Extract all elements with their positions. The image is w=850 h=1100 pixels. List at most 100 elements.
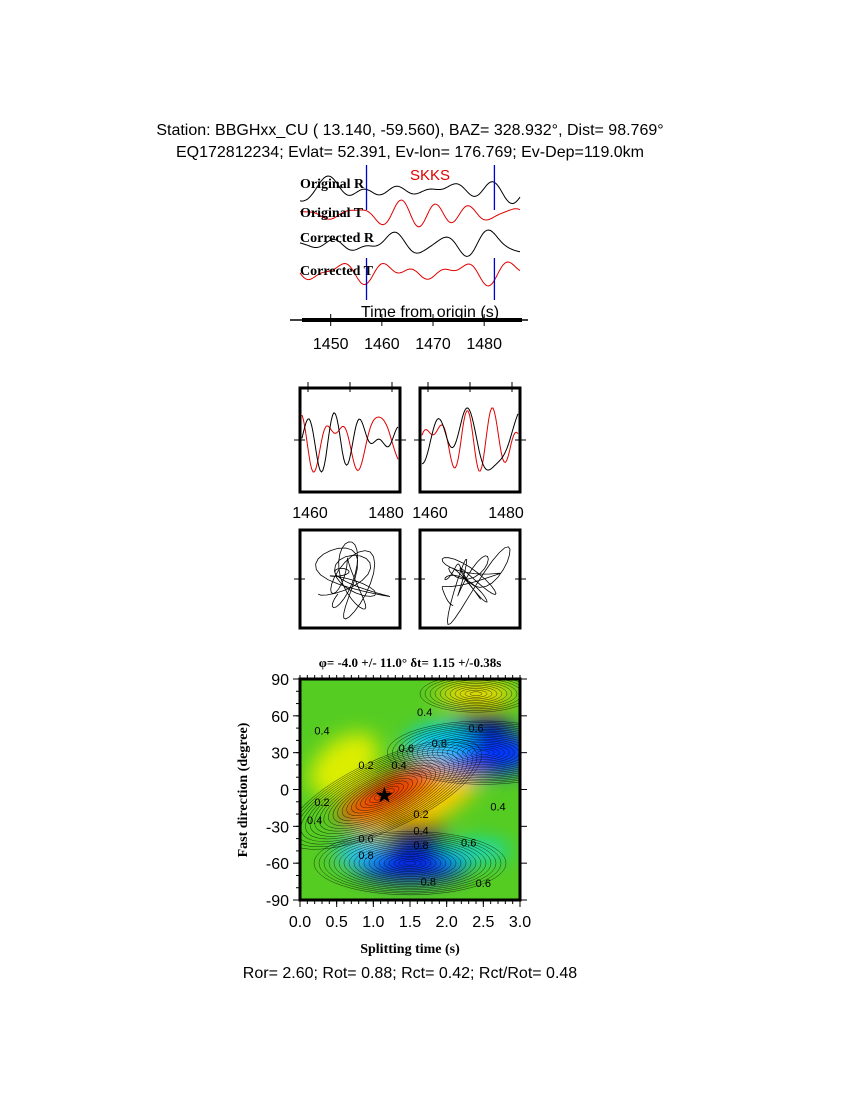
trace-r xyxy=(301,412,399,473)
contour-line xyxy=(328,836,492,891)
contour-line xyxy=(313,831,507,896)
header-event: EQ172812234; Evlat= 52.391, Ev-lon= 176.… xyxy=(176,144,644,161)
contour-line xyxy=(300,741,478,847)
misfit-map xyxy=(300,679,520,900)
contour-line xyxy=(424,679,520,711)
contour-line xyxy=(454,686,498,701)
contour-line xyxy=(419,679,520,713)
best-fit-star-icon: ★ xyxy=(374,782,394,807)
contour-line xyxy=(469,691,483,696)
contour-label: 0.6 xyxy=(476,878,491,890)
trace-original-t xyxy=(299,199,521,228)
map-xlabel: Splitting time (s) xyxy=(360,942,460,957)
contour-line xyxy=(341,770,427,819)
map-ylabel: Fast direction (degree) xyxy=(236,722,251,857)
trace-labels: Original R Original T Corrected R Corrected… xyxy=(300,177,375,279)
x-tick-label: 0.5 xyxy=(326,914,348,931)
contour-label: 0.4 xyxy=(490,802,505,814)
contour-label: 0.2 xyxy=(314,797,329,809)
contour-label: 0.4 xyxy=(314,726,329,738)
trace-xlabel: Time from origin (s) xyxy=(361,304,499,321)
contour-line xyxy=(332,765,436,824)
contour-label: 0.6 xyxy=(399,743,414,755)
contour-label: 0.6 xyxy=(358,834,373,846)
tick-label: 1460 xyxy=(412,505,448,522)
contour-line xyxy=(333,837,487,889)
contour-labels: 0.4 0.4 0.6 0.8 0.2 0.4 0.6 0.2 0.4 0.2 0.4 0.4 0.6 0… xyxy=(307,707,506,890)
contour-line xyxy=(309,752,459,837)
contour-line xyxy=(373,788,395,801)
contour-line xyxy=(464,689,488,698)
contour-label: 0.2 xyxy=(358,760,373,772)
contour-line xyxy=(363,847,457,879)
tick-label: 1480 xyxy=(368,505,404,522)
tick-label: 1460 xyxy=(364,336,400,353)
trace-x-axis: 1450 1460 1470 1480 xyxy=(290,314,528,353)
contour-line xyxy=(388,855,432,871)
contour-line xyxy=(318,832,502,894)
header-station: Station: BBGHxx_CU ( 13.140, -59.560), B… xyxy=(156,122,663,139)
contour-line xyxy=(369,785,400,803)
contour-line xyxy=(305,749,464,840)
contour-line xyxy=(397,724,520,782)
tick-label: 1460 xyxy=(292,505,328,522)
contour-label: 0.4 xyxy=(413,825,428,837)
contour-label: 0.4 xyxy=(307,815,322,827)
x-tick-label: 0.0 xyxy=(289,914,311,931)
contour-line xyxy=(314,754,455,835)
contour-line xyxy=(392,722,520,783)
comparison-panels: 1460 1480 1460 1480 xyxy=(292,382,526,630)
trace-t xyxy=(421,407,519,472)
particle-motion-panel xyxy=(418,528,522,630)
contour-line xyxy=(300,747,469,842)
contour-line xyxy=(323,759,446,829)
misfit-region xyxy=(436,681,516,706)
contour-line xyxy=(351,775,418,814)
tick-label: 1470 xyxy=(415,336,451,353)
misfit-region xyxy=(309,732,379,798)
contour-label: 0.8 xyxy=(413,840,428,852)
waveform-panel xyxy=(418,386,522,494)
contour-line xyxy=(378,791,391,798)
y-tick-label: -90 xyxy=(266,893,289,910)
particle-motion xyxy=(441,546,511,626)
contour-label: 0.8 xyxy=(432,738,447,750)
y-tick-label: -60 xyxy=(266,856,289,873)
contour-line xyxy=(457,743,510,762)
contour-line xyxy=(403,860,417,866)
contour-line xyxy=(398,859,422,868)
contour-label: 0.2 xyxy=(413,809,428,821)
contour-line xyxy=(348,842,472,884)
contour-line xyxy=(378,852,442,874)
contour-line xyxy=(439,681,513,706)
trace-r xyxy=(421,407,519,471)
trace-corrected-t xyxy=(299,261,521,287)
contour-line xyxy=(437,737,520,769)
contour-label: 0.6 xyxy=(461,837,476,849)
trace-label: Original R xyxy=(300,177,365,192)
contour-lines xyxy=(300,679,520,896)
footer-stats: Ror= 2.60; Rot= 0.88; Rct= 0.42; Rct/Rot… xyxy=(243,965,578,982)
contour-label: 0.4 xyxy=(417,707,432,719)
y-tick-label: -30 xyxy=(266,819,289,836)
contour-line xyxy=(355,778,414,811)
contour-line xyxy=(353,844,467,882)
contour-line xyxy=(387,720,520,785)
trace-label: Corrected R xyxy=(300,231,375,246)
contour-line xyxy=(402,725,520,780)
contour-label: 0.6 xyxy=(468,723,483,735)
contour-line xyxy=(459,688,493,700)
y-tick-label: 90 xyxy=(271,672,289,689)
contour-line xyxy=(358,846,462,881)
y-tick-label: 60 xyxy=(271,709,289,726)
tick-label: 1480 xyxy=(488,505,524,522)
contour-line xyxy=(467,747,500,759)
contour-line xyxy=(417,730,520,775)
contour-line xyxy=(328,762,441,827)
contour-line xyxy=(462,745,505,760)
contour-line xyxy=(449,684,503,703)
contour-label: 0.8 xyxy=(421,877,436,889)
contour-line xyxy=(444,683,508,705)
traces-panel xyxy=(299,165,521,300)
